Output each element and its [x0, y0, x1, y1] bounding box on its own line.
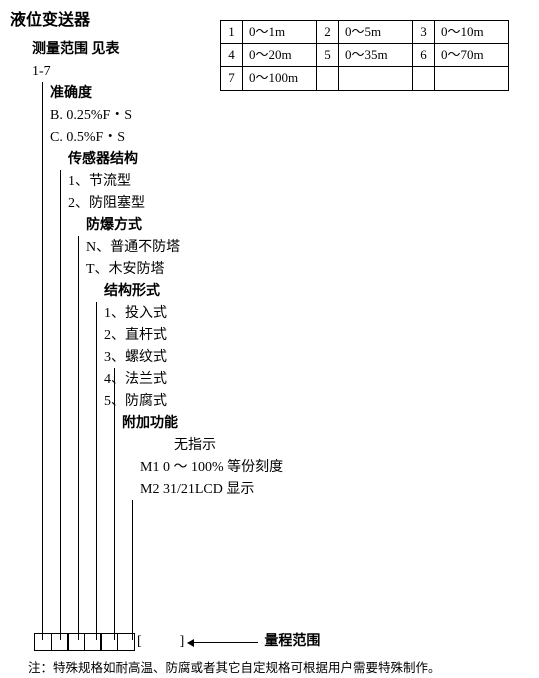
cell: 0～5m [339, 21, 413, 44]
code-box [67, 633, 85, 651]
guide-line [42, 82, 43, 640]
guide-line [78, 236, 79, 640]
structure-3: 3、螺纹式 [104, 348, 167, 368]
structure-heading: 结构形式 [104, 282, 160, 302]
range-label: 量程范围 [264, 632, 320, 652]
footnote: 注：特殊规格如耐高温、防腐或者其它自定规格可根据用户需要特殊制作。 [28, 660, 441, 678]
structure-4: 4、法兰式 [104, 370, 167, 390]
extra-heading: 附加功能 [122, 414, 178, 434]
structure-2: 2、直杆式 [104, 326, 167, 346]
sensor-2: 2、防阻塞型 [68, 194, 145, 214]
table-row: 4 0～20m 5 0～35m 6 0～70m [221, 44, 509, 67]
cell [413, 67, 435, 90]
cell [435, 67, 509, 90]
cell: 0～100m [243, 67, 317, 90]
sensor-heading: 传感器结构 [68, 150, 138, 170]
guide-line [132, 500, 133, 640]
cell: 5 [317, 44, 339, 67]
explosion-n: N、普通不防塔 [86, 238, 180, 258]
range-table: 1 0～1m 2 0～5m 3 0～10m 4 0～20m 5 0～35m 6 … [220, 20, 509, 91]
cell: 4 [221, 44, 243, 67]
explosion-t: T、木安防塔 [86, 260, 165, 280]
guide-line [96, 302, 97, 640]
code-box [51, 633, 69, 651]
table-row: 7 0～100m [221, 67, 509, 90]
code-box [84, 633, 102, 651]
measure-range-heading: 测量范围 见表 [32, 40, 120, 60]
code-boxes: [ ] 量程范围 [34, 632, 320, 652]
cell: 6 [413, 44, 435, 67]
sensor-1: 1、节流型 [68, 172, 131, 192]
explosion-heading: 防爆方式 [86, 216, 142, 236]
cell [317, 67, 339, 90]
structure-1: 1、投入式 [104, 304, 167, 324]
cell [339, 67, 413, 90]
bracket-open: [ [133, 632, 146, 652]
measure-range-ref: 1-7 [32, 62, 51, 82]
code-box [34, 633, 52, 651]
cell: 0～1m [243, 21, 317, 44]
accuracy-c: C. 0.5%F・S [50, 128, 125, 148]
cell: 2 [317, 21, 339, 44]
cell: 0～10m [435, 21, 509, 44]
code-box [117, 633, 135, 651]
extra-m2: M2 31/21LCD 显示 [140, 480, 254, 500]
cell: 0～20m [243, 44, 317, 67]
cell: 1 [221, 21, 243, 44]
accuracy-heading: 准确度 [50, 84, 92, 104]
cell: 3 [413, 21, 435, 44]
table-row: 1 0～1m 2 0～5m 3 0～10m [221, 21, 509, 44]
accuracy-b: B. 0.25%F・S [50, 106, 132, 126]
cell: 7 [221, 67, 243, 90]
extra-m1: M1 0 ～ 100% 等份刻度 [140, 458, 283, 478]
cell: 0～70m [435, 44, 509, 67]
cell: 0～35m [339, 44, 413, 67]
guide-line [60, 170, 61, 640]
arrow-icon [188, 642, 258, 643]
extra-none: 无指示 [174, 436, 216, 456]
code-box [100, 633, 118, 651]
structure-5: 5、防腐式 [104, 392, 167, 412]
